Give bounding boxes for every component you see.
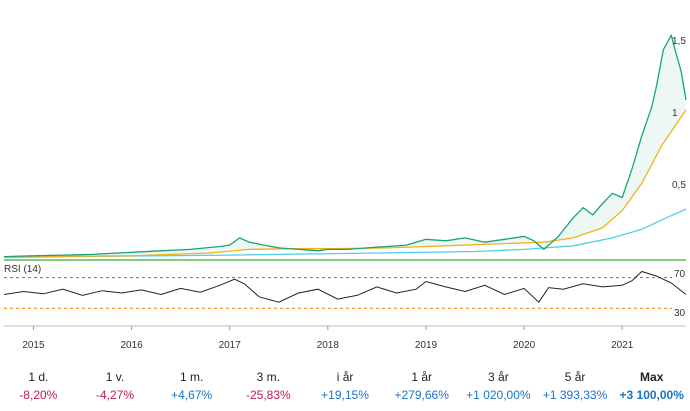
y-tick-label: 0,5 [672, 180, 686, 192]
rsi-lower-label: 30 [674, 308, 686, 319]
rsi-title: RSI (14) [4, 264, 42, 275]
x-tick-label: 2021 [611, 340, 634, 351]
period-change-value: +4,67% [171, 388, 213, 402]
period-change-value: +1 393,33% [542, 388, 608, 402]
rsi-line [3, 270, 687, 303]
x-tick-label: 2018 [316, 340, 339, 351]
price-line [3, 34, 687, 258]
rsi-upper-label: 70 [674, 269, 686, 280]
slow-moving-average-line [3, 109, 687, 258]
period-label: 1 m. [180, 370, 204, 384]
period-button[interactable]: 1 d. -8,20% [0, 368, 77, 411]
period-button[interactable]: 1 v. -4,27% [77, 368, 154, 411]
period-label: 3 år [488, 370, 509, 384]
period-label: Max [640, 370, 664, 384]
period-button[interactable]: 1 år +279,66% [383, 368, 460, 411]
performance-bar: 1 d. -8,20% 1 v. -4,27% 1 m. +4,67% 3 m. -25,83… [0, 368, 690, 411]
y-tick-label: 1,5 [672, 36, 686, 48]
period-button[interactable]: 3 m. -25,83% [230, 368, 307, 411]
period-label: 1 år [411, 370, 433, 384]
x-tick-label: 2020 [512, 340, 536, 351]
period-button[interactable]: 3 år +1 020,00% [460, 368, 537, 411]
period-change-value: +3 100,00% [619, 388, 684, 402]
x-tick-label: 2017 [218, 340, 241, 351]
period-change-value: -8,20% [19, 388, 58, 402]
period-change-value: -4,27% [95, 388, 135, 402]
period-change-value: +1 020,00% [466, 388, 531, 402]
long-moving-average-line [3, 208, 687, 258]
period-label: 5 år [564, 370, 586, 384]
price-chart [3, 34, 687, 330]
period-button[interactable]: i år +19,15% [307, 368, 384, 411]
period-change-value: +279,66% [394, 388, 449, 402]
y-tick-label: 1 [672, 108, 678, 120]
period-change-value: -25,83% [246, 388, 291, 402]
period-button[interactable]: 1 m. +4,67% [153, 368, 230, 411]
period-label: 3 m. [256, 370, 281, 384]
period-label: 1 d. [28, 370, 49, 384]
x-tick-label: 2015 [22, 340, 45, 351]
x-tick-label: 2016 [120, 340, 143, 351]
period-change-value: +19,15% [321, 388, 369, 402]
period-label: i år [336, 370, 354, 384]
period-button[interactable]: 5 år +1 393,33% [537, 368, 614, 411]
price-area-fill [4, 35, 686, 257]
period-label: 1 v. [105, 370, 125, 384]
x-tick-label: 2019 [414, 340, 438, 351]
period-button[interactable]: Max +3 100,00% [613, 368, 690, 411]
